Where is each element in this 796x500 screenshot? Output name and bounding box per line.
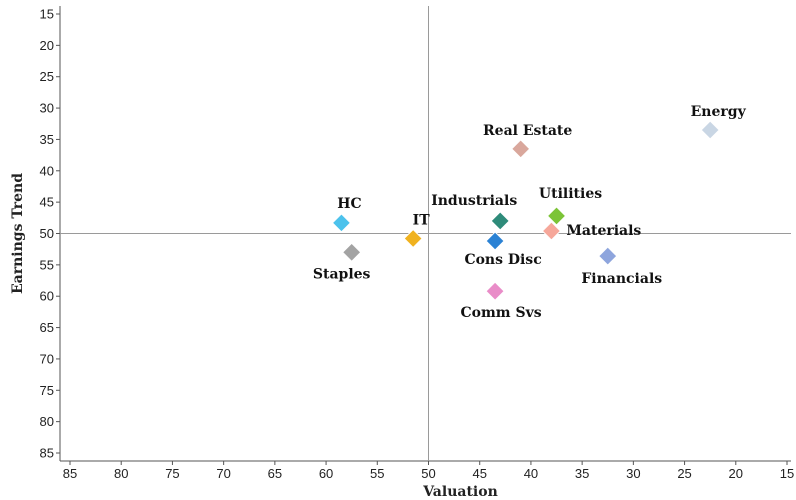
x-tick-label: 80 xyxy=(114,466,128,481)
point-label-real-estate: Real Estate xyxy=(483,123,572,139)
x-tick-label: 30 xyxy=(626,466,640,481)
y-tick-label: 65 xyxy=(40,320,54,335)
y-tick-label: 45 xyxy=(40,195,54,210)
point-marker-industrials xyxy=(490,211,510,231)
y-tick-label: 85 xyxy=(40,446,54,461)
point-marker-utilities xyxy=(546,206,567,226)
point-label-hc: HC xyxy=(337,196,361,212)
x-tick-label: 85 xyxy=(63,466,77,481)
x-tick-label: 40 xyxy=(524,466,538,481)
y-tick-label: 30 xyxy=(40,101,54,116)
point-marker-energy xyxy=(700,120,720,140)
point-label-staples: Staples xyxy=(313,266,371,282)
point-marker-financials xyxy=(598,246,618,266)
y-tick-label: 20 xyxy=(40,38,54,53)
x-tick-label: 25 xyxy=(677,466,691,481)
point-marker-materials xyxy=(541,221,562,241)
y-tick-label: 70 xyxy=(40,351,54,366)
point-marker-hc xyxy=(331,213,352,233)
y-tick-label: 35 xyxy=(40,132,54,147)
y-tick-label: 80 xyxy=(40,414,54,429)
y-axis-title: Earnings Trend xyxy=(10,173,26,294)
x-tick-label: 60 xyxy=(319,466,333,481)
point-marker-cons-disc xyxy=(485,231,505,251)
x-tick-label: 15 xyxy=(780,466,794,481)
x-tick-label: 55 xyxy=(370,466,384,481)
y-tick-label: 75 xyxy=(40,383,54,398)
point-marker-real-estate xyxy=(510,139,531,159)
point-marker-staples xyxy=(341,242,362,263)
point-label-utilities: Utilities xyxy=(539,186,602,202)
point-label-it: IT xyxy=(413,213,431,229)
x-tick-label: 65 xyxy=(268,466,282,481)
y-tick-label: 15 xyxy=(40,7,54,22)
point-label-comm-svs: Comm Svs xyxy=(461,305,542,321)
x-tick-label: 50 xyxy=(421,466,435,481)
point-label-industrials: Industrials xyxy=(431,193,517,209)
y-tick-label: 50 xyxy=(40,226,54,241)
y-tick-label: 40 xyxy=(40,163,54,178)
point-label-cons-disc: Cons Disc xyxy=(464,252,541,268)
point-marker-it xyxy=(403,228,423,249)
x-tick-label: 70 xyxy=(216,466,230,481)
y-tick-label: 25 xyxy=(40,69,54,84)
y-tick-label: 55 xyxy=(40,257,54,272)
point-label-materials: Materials xyxy=(566,223,641,239)
point-label-energy: Energy xyxy=(691,104,747,120)
y-tick-label: 60 xyxy=(40,289,54,304)
x-tick-label: 45 xyxy=(472,466,486,481)
x-axis-title: Valuation xyxy=(422,484,498,500)
x-tick-label: 35 xyxy=(575,466,589,481)
point-marker-comm-svs xyxy=(485,281,505,301)
point-label-financials: Financials xyxy=(581,271,662,287)
x-tick-label: 20 xyxy=(729,466,743,481)
x-tick-label: 75 xyxy=(165,466,179,481)
